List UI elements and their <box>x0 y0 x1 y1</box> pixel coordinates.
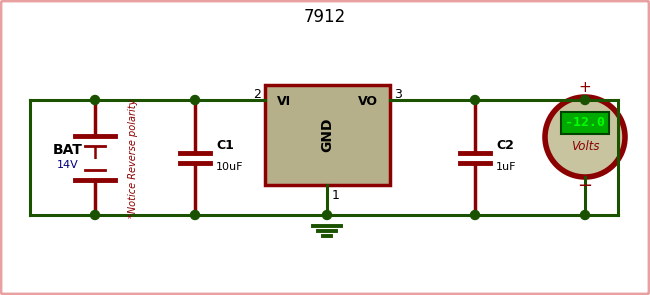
Text: 2: 2 <box>253 88 261 101</box>
Text: -12.0: -12.0 <box>565 117 605 130</box>
Circle shape <box>580 211 590 219</box>
Circle shape <box>580 96 590 104</box>
Text: 3: 3 <box>394 88 402 101</box>
Text: C2: C2 <box>496 139 514 152</box>
Text: 10uF: 10uF <box>216 163 244 173</box>
Circle shape <box>322 211 332 219</box>
Text: *Notice Reverse polarity: *Notice Reverse polarity <box>128 98 138 218</box>
Text: VO: VO <box>358 95 378 108</box>
Text: C1: C1 <box>216 139 234 152</box>
Circle shape <box>190 96 200 104</box>
Circle shape <box>471 211 480 219</box>
Text: 1: 1 <box>332 189 340 202</box>
Circle shape <box>90 96 99 104</box>
Text: Volts: Volts <box>571 140 599 153</box>
Text: 7912: 7912 <box>304 8 346 26</box>
Circle shape <box>90 211 99 219</box>
Text: VI: VI <box>277 95 291 108</box>
Text: −: − <box>577 177 593 195</box>
Text: +: + <box>578 81 592 96</box>
Text: GND: GND <box>320 118 335 152</box>
Text: BAT: BAT <box>53 142 83 157</box>
Text: 1uF: 1uF <box>496 163 517 173</box>
Ellipse shape <box>545 97 625 177</box>
Circle shape <box>190 211 200 219</box>
Text: 14V: 14V <box>57 160 79 171</box>
FancyBboxPatch shape <box>265 85 390 185</box>
Circle shape <box>471 96 480 104</box>
FancyBboxPatch shape <box>561 112 609 134</box>
